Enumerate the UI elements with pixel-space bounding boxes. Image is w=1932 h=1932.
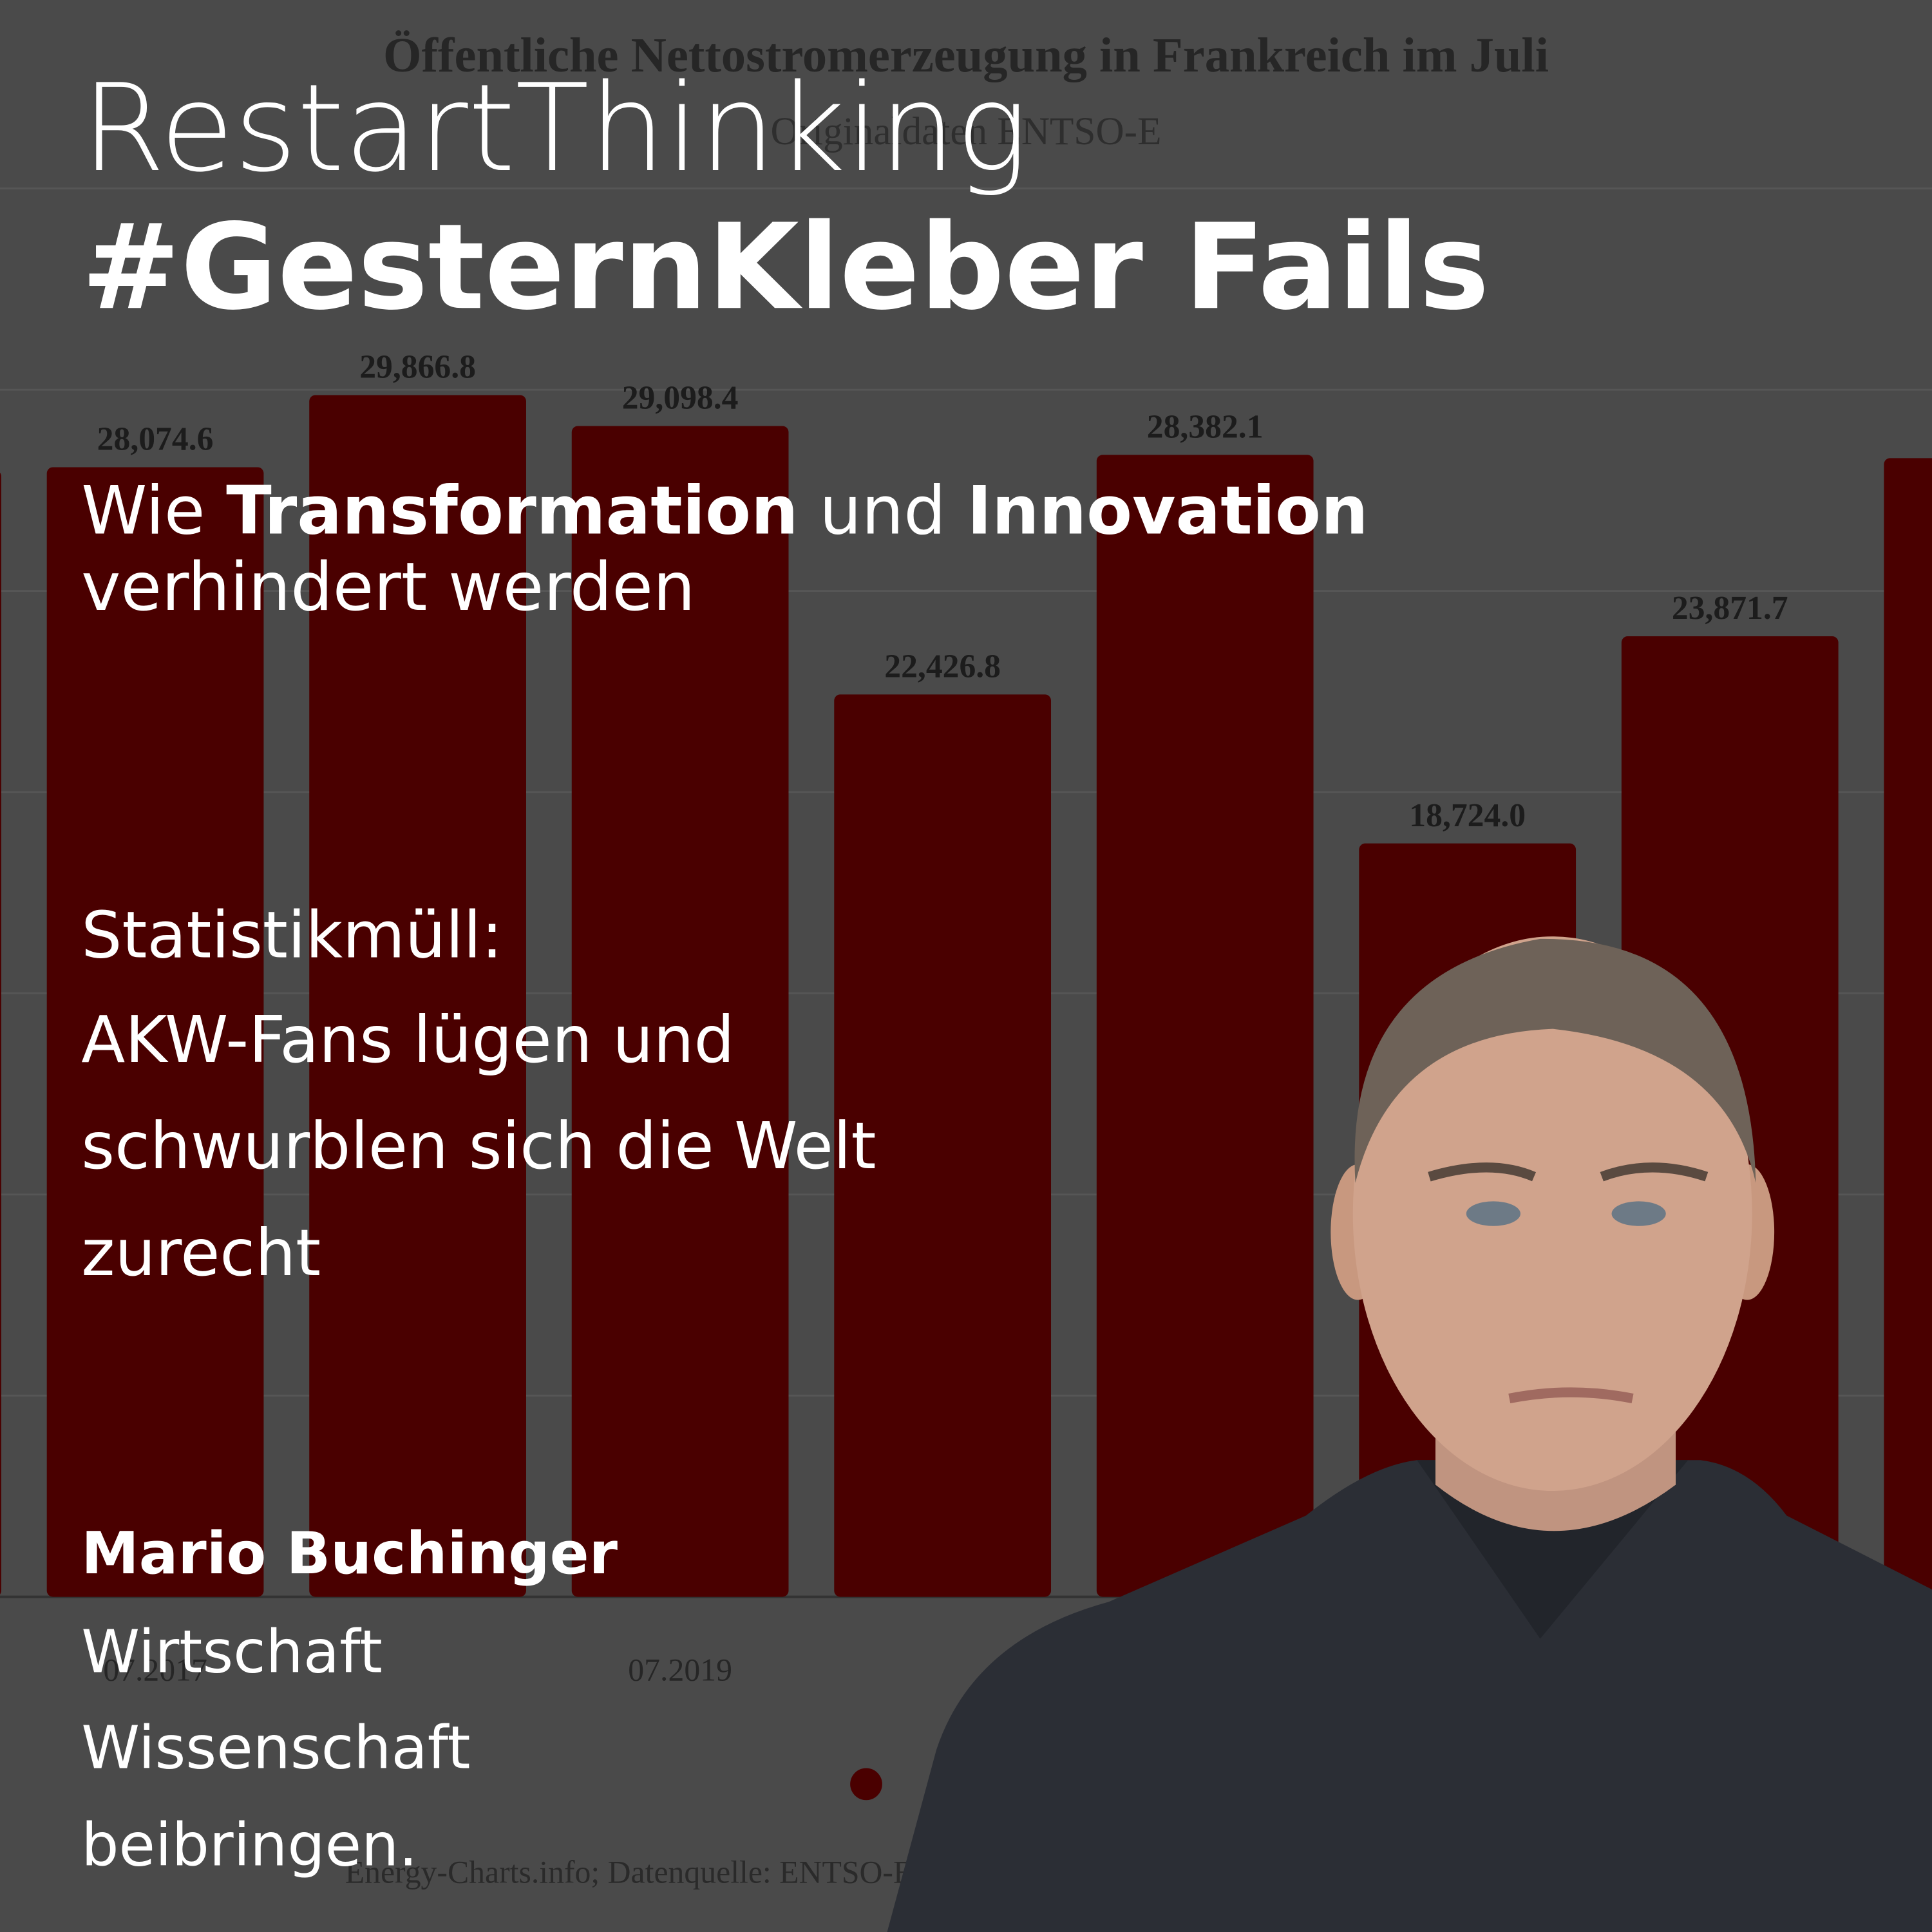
tagline-part: Innovation bbox=[967, 472, 1368, 549]
brand: RestartThinking bbox=[81, 59, 1028, 199]
bar bbox=[1096, 455, 1314, 1597]
value-label: 29,098.4 bbox=[622, 380, 739, 417]
author-name: Mario Buchinger bbox=[81, 1520, 618, 1587]
bar bbox=[834, 694, 1052, 1597]
hashtag: #GesternKleber Fails bbox=[81, 199, 1489, 336]
tagline-part: Wie bbox=[81, 472, 226, 549]
value-label: 23,871.7 bbox=[1672, 590, 1788, 627]
eye bbox=[1466, 1201, 1520, 1226]
face bbox=[1352, 936, 1752, 1492]
statement-line: AKW-Fans lügen und bbox=[81, 1003, 734, 1077]
author-line: Wirtschaft bbox=[81, 1617, 383, 1686]
statement-line: schwurblen sich die Welt bbox=[81, 1110, 876, 1184]
bar bbox=[46, 467, 264, 1597]
overlay-text: RestartThinking #GesternKleber Fails Wie… bbox=[81, 59, 1489, 1880]
statement-line: zurecht bbox=[81, 1217, 321, 1291]
value-label: 28,382.1 bbox=[1147, 408, 1264, 445]
bar bbox=[309, 395, 526, 1597]
background-chart: Öffentliche Nettostromerzeugung in Frank… bbox=[0, 28, 1932, 1889]
value-label: 22,426.8 bbox=[884, 649, 1001, 685]
value-label: 28,074.6 bbox=[97, 421, 214, 458]
legend-swatch bbox=[850, 1768, 882, 1801]
tagline-line2: verhindert werden bbox=[81, 549, 695, 626]
value-label: 29,866.8 bbox=[359, 349, 476, 386]
bar bbox=[1884, 458, 1932, 1597]
eye bbox=[1611, 1201, 1666, 1226]
x-tick-label: 07.2019 bbox=[628, 1653, 732, 1688]
author-line: beibringen. bbox=[81, 1811, 417, 1880]
chart-title: Öffentliche Nettostromerzeugung in Frank… bbox=[383, 28, 1549, 82]
eyebrows bbox=[1428, 1162, 1709, 1182]
chart-source: Energy-Charts.info; Datenquelle: ENTSO-E bbox=[345, 1854, 913, 1889]
x-tick-label: 07.2017 bbox=[103, 1653, 207, 1688]
value-label: 18,724.0 bbox=[1409, 797, 1526, 834]
mouth bbox=[1508, 1387, 1634, 1404]
tagline: Wie Transformation und Innovation bbox=[81, 472, 1368, 549]
chart-subtitle: Originaldaten ENTSO-E bbox=[771, 109, 1162, 153]
bar bbox=[571, 426, 789, 1597]
tagline-part: Transformation bbox=[226, 472, 798, 549]
author-line: Wissenschaft bbox=[81, 1714, 470, 1783]
hair bbox=[1354, 938, 1756, 1183]
statement-line: Statistikmüll: bbox=[81, 899, 503, 973]
tagline-part: und bbox=[798, 472, 967, 549]
shirt bbox=[887, 1460, 1932, 1932]
portrait bbox=[887, 936, 1932, 1932]
bar bbox=[0, 472, 1, 1595]
